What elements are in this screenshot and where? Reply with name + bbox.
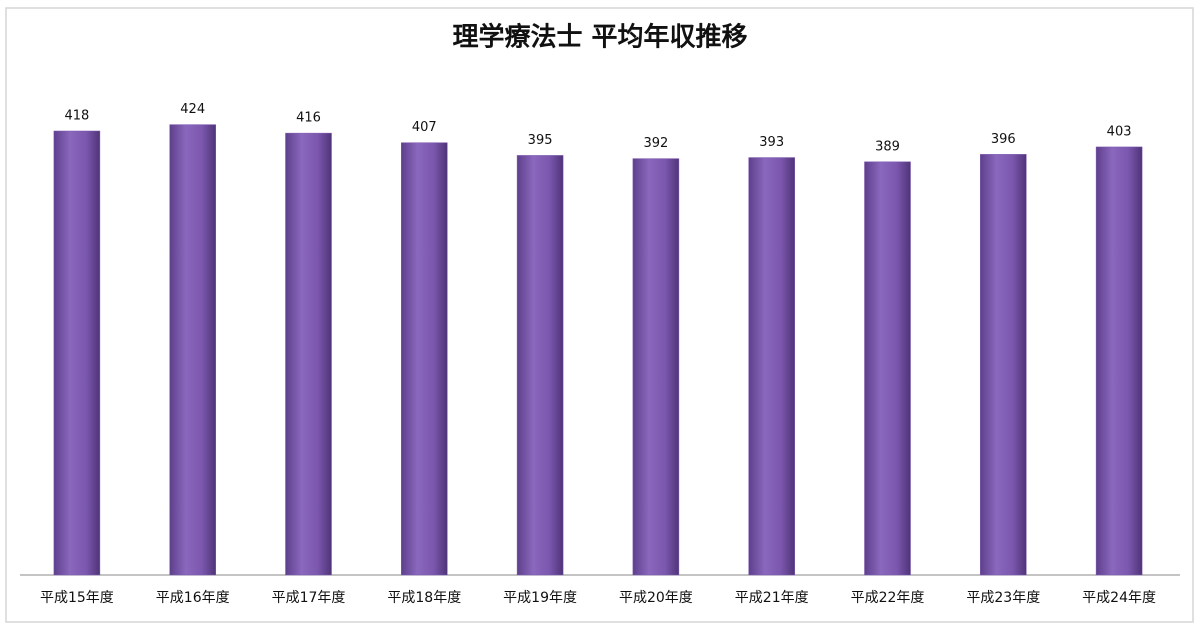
x-tick-label: 平成22年度 bbox=[851, 590, 925, 606]
data-label: 396 bbox=[991, 132, 1016, 147]
x-tick-label: 平成19年度 bbox=[503, 590, 577, 606]
x-tick-label: 平成15年度 bbox=[40, 590, 114, 606]
bar bbox=[1095, 146, 1143, 576]
x-tick-label: 平成21年度 bbox=[735, 590, 809, 606]
data-label: 392 bbox=[643, 136, 668, 151]
x-tick-label: 平成20年度 bbox=[619, 590, 693, 606]
x-tick-label: 平成16年度 bbox=[156, 590, 230, 606]
bar bbox=[748, 157, 795, 576]
x-tick-label: 平成23年度 bbox=[966, 590, 1040, 606]
data-label: 403 bbox=[1107, 124, 1132, 139]
bar bbox=[401, 142, 448, 576]
bar bbox=[169, 124, 216, 576]
bar bbox=[516, 155, 564, 576]
bar bbox=[632, 158, 680, 576]
chart-title: 理学療法士 平均年収推移 bbox=[452, 22, 747, 53]
data-label: 416 bbox=[296, 111, 321, 126]
x-tick-label: 平成17年度 bbox=[272, 590, 346, 606]
data-label: 393 bbox=[759, 135, 784, 150]
x-tick-label: 平成18年度 bbox=[387, 590, 461, 606]
data-label: 418 bbox=[64, 108, 89, 123]
data-label: 407 bbox=[412, 120, 437, 135]
bar bbox=[980, 154, 1027, 576]
data-label: 395 bbox=[528, 133, 553, 148]
bar bbox=[864, 161, 911, 576]
bar bbox=[285, 132, 332, 576]
data-label: 389 bbox=[875, 139, 900, 154]
x-tick-label: 平成24年度 bbox=[1082, 590, 1156, 606]
bar bbox=[53, 130, 101, 576]
data-label: 424 bbox=[180, 102, 205, 117]
